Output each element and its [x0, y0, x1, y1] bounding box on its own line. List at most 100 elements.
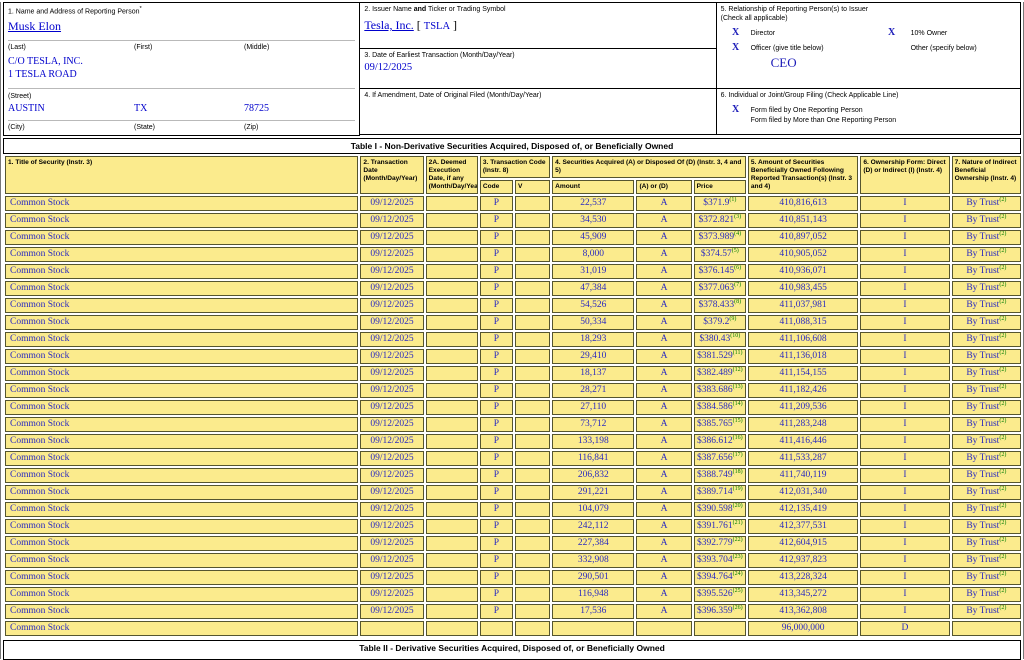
- nature-footnote-ref[interactable]: (2): [999, 468, 1007, 475]
- name-field-labels: (Last) (First) (Middle): [8, 44, 355, 51]
- cell-amount: 54,526: [552, 298, 635, 313]
- nature-footnote-ref[interactable]: (2): [999, 587, 1007, 594]
- header-amount: Amount: [552, 180, 635, 194]
- cell-deemed-date: [425, 485, 478, 500]
- nature-footnote-ref[interactable]: (2): [999, 553, 1007, 560]
- price-footnote-ref[interactable]: (17): [732, 451, 743, 458]
- cell-nature: By Trust(2): [951, 281, 1021, 296]
- cell-security-title: Common Stock: [5, 366, 359, 381]
- cell-nature: By Trust(2): [951, 196, 1021, 211]
- nature-footnote-ref[interactable]: (2): [999, 213, 1007, 220]
- nature-footnote-ref[interactable]: (2): [999, 230, 1007, 237]
- cell-ownership-form: I: [860, 315, 950, 330]
- price-footnote-ref[interactable]: (21): [732, 519, 743, 526]
- nature-footnote-ref[interactable]: (2): [999, 332, 1007, 339]
- cell-transaction-code: P: [479, 230, 513, 245]
- nature-footnote-ref[interactable]: (2): [999, 366, 1007, 373]
- nature-value: By Trust: [966, 334, 1000, 344]
- header-v: V: [514, 180, 551, 194]
- nature-footnote-ref[interactable]: (2): [999, 502, 1007, 509]
- nature-footnote-ref[interactable]: (2): [999, 315, 1007, 322]
- reporting-person-link[interactable]: Musk Elon: [8, 19, 62, 34]
- zip-value: 78725: [244, 103, 269, 115]
- nature-footnote-ref[interactable]: (2): [999, 434, 1007, 441]
- cell-owned-following: 96,000,000: [747, 621, 859, 636]
- cell-owned-following: 410,816,613: [747, 196, 859, 211]
- price-footnote-ref[interactable]: (6): [734, 264, 742, 271]
- price-footnote-ref[interactable]: (18): [732, 468, 743, 475]
- price-value: $391.761: [696, 521, 733, 531]
- nature-footnote-ref[interactable]: (2): [999, 536, 1007, 543]
- nature-value: By Trust: [966, 538, 1000, 548]
- cell-price: $391.761(21): [693, 519, 746, 534]
- cell-deemed-date: [425, 349, 478, 364]
- table-row: Common Stock 09/12/2025 P 50,334 A $379.…: [5, 315, 1021, 330]
- price-footnote-ref[interactable]: (3): [734, 213, 742, 220]
- issuer-link[interactable]: Tesla, Inc.: [364, 18, 414, 32]
- divider: [8, 40, 356, 42]
- cell-a-or-d: A: [636, 570, 692, 585]
- price-footnote-ref[interactable]: (7): [734, 281, 742, 288]
- price-footnote-ref[interactable]: (23): [732, 553, 743, 560]
- price-footnote-ref[interactable]: (14): [732, 400, 743, 407]
- nature-value: By Trust: [966, 198, 1000, 208]
- cell-transaction-code: P: [479, 434, 513, 449]
- state-label: (State): [134, 124, 156, 132]
- cell-price: $371.9(1): [693, 196, 746, 211]
- cell-ownership-form: I: [860, 349, 950, 364]
- ticker-symbol: TSLA: [423, 21, 451, 32]
- price-footnote-ref[interactable]: (16): [732, 434, 743, 441]
- nature-footnote-ref[interactable]: (2): [999, 519, 1007, 526]
- header-transaction-date: 2. Transaction Date (Month/Day/Year): [360, 156, 424, 194]
- cell-amount: 291,221: [552, 485, 635, 500]
- cell-a-or-d: A: [636, 230, 692, 245]
- cell-ownership-form: I: [860, 400, 950, 415]
- price-footnote-ref[interactable]: (24): [732, 570, 743, 577]
- price-footnote-ref[interactable]: (1): [729, 196, 737, 203]
- cell-amount: 34,530: [552, 213, 635, 228]
- price-footnote-ref[interactable]: (9): [729, 315, 737, 322]
- cell-nature: By Trust(2): [951, 315, 1021, 330]
- price-value: $377.063: [698, 283, 735, 293]
- cell-amount: 73,712: [552, 417, 635, 432]
- nature-footnote-ref[interactable]: (2): [999, 485, 1007, 492]
- nature-footnote-ref[interactable]: (2): [999, 383, 1007, 390]
- table1-title: Table I - Non-Derivative Securities Acqu…: [3, 138, 1021, 154]
- price-footnote-ref[interactable]: (10): [730, 332, 741, 339]
- price-footnote-ref[interactable]: (5): [731, 247, 739, 254]
- cell-v: [514, 349, 551, 364]
- nature-footnote-ref[interactable]: (2): [999, 298, 1007, 305]
- nature-footnote-ref[interactable]: (2): [999, 349, 1007, 356]
- price-footnote-ref[interactable]: (15): [732, 417, 743, 424]
- price-footnote-ref[interactable]: (22): [732, 536, 743, 543]
- cell-transaction-code: P: [479, 213, 513, 228]
- nature-footnote-ref[interactable]: (2): [999, 400, 1007, 407]
- price-value: $393.704: [696, 555, 733, 565]
- nature-footnote-ref[interactable]: (2): [999, 281, 1007, 288]
- nature-footnote-ref[interactable]: (2): [999, 264, 1007, 271]
- cell-ownership-form: I: [860, 196, 950, 211]
- cell-ownership-form: I: [860, 553, 950, 568]
- cell-transaction-code: P: [479, 196, 513, 211]
- nature-footnote-ref[interactable]: (2): [999, 417, 1007, 424]
- nature-footnote-ref[interactable]: (2): [999, 247, 1007, 254]
- price-footnote-ref[interactable]: (8): [734, 298, 742, 305]
- price-footnote-ref[interactable]: (12): [732, 366, 743, 373]
- nature-footnote-ref[interactable]: (2): [999, 604, 1007, 611]
- price-footnote-ref[interactable]: (13): [732, 383, 743, 390]
- cell-security-title: Common Stock: [5, 451, 359, 466]
- price-value: $386.612: [696, 436, 733, 446]
- cell-amount: 29,410: [552, 349, 635, 364]
- cell-ownership-form: I: [860, 298, 950, 313]
- price-footnote-ref[interactable]: (4): [734, 230, 742, 237]
- nature-footnote-ref[interactable]: (2): [999, 570, 1007, 577]
- price-footnote-ref[interactable]: (19): [732, 485, 743, 492]
- nature-footnote-ref[interactable]: (2): [999, 451, 1007, 458]
- cell-transaction-date: 09/12/2025: [360, 604, 424, 619]
- price-footnote-ref[interactable]: (25): [732, 587, 743, 594]
- price-footnote-ref[interactable]: (20): [732, 502, 743, 509]
- price-footnote-ref[interactable]: (11): [732, 349, 743, 356]
- nature-footnote-ref[interactable]: (2): [999, 196, 1007, 203]
- cell-security-title: Common Stock: [5, 468, 359, 483]
- price-footnote-ref[interactable]: (26): [732, 604, 743, 611]
